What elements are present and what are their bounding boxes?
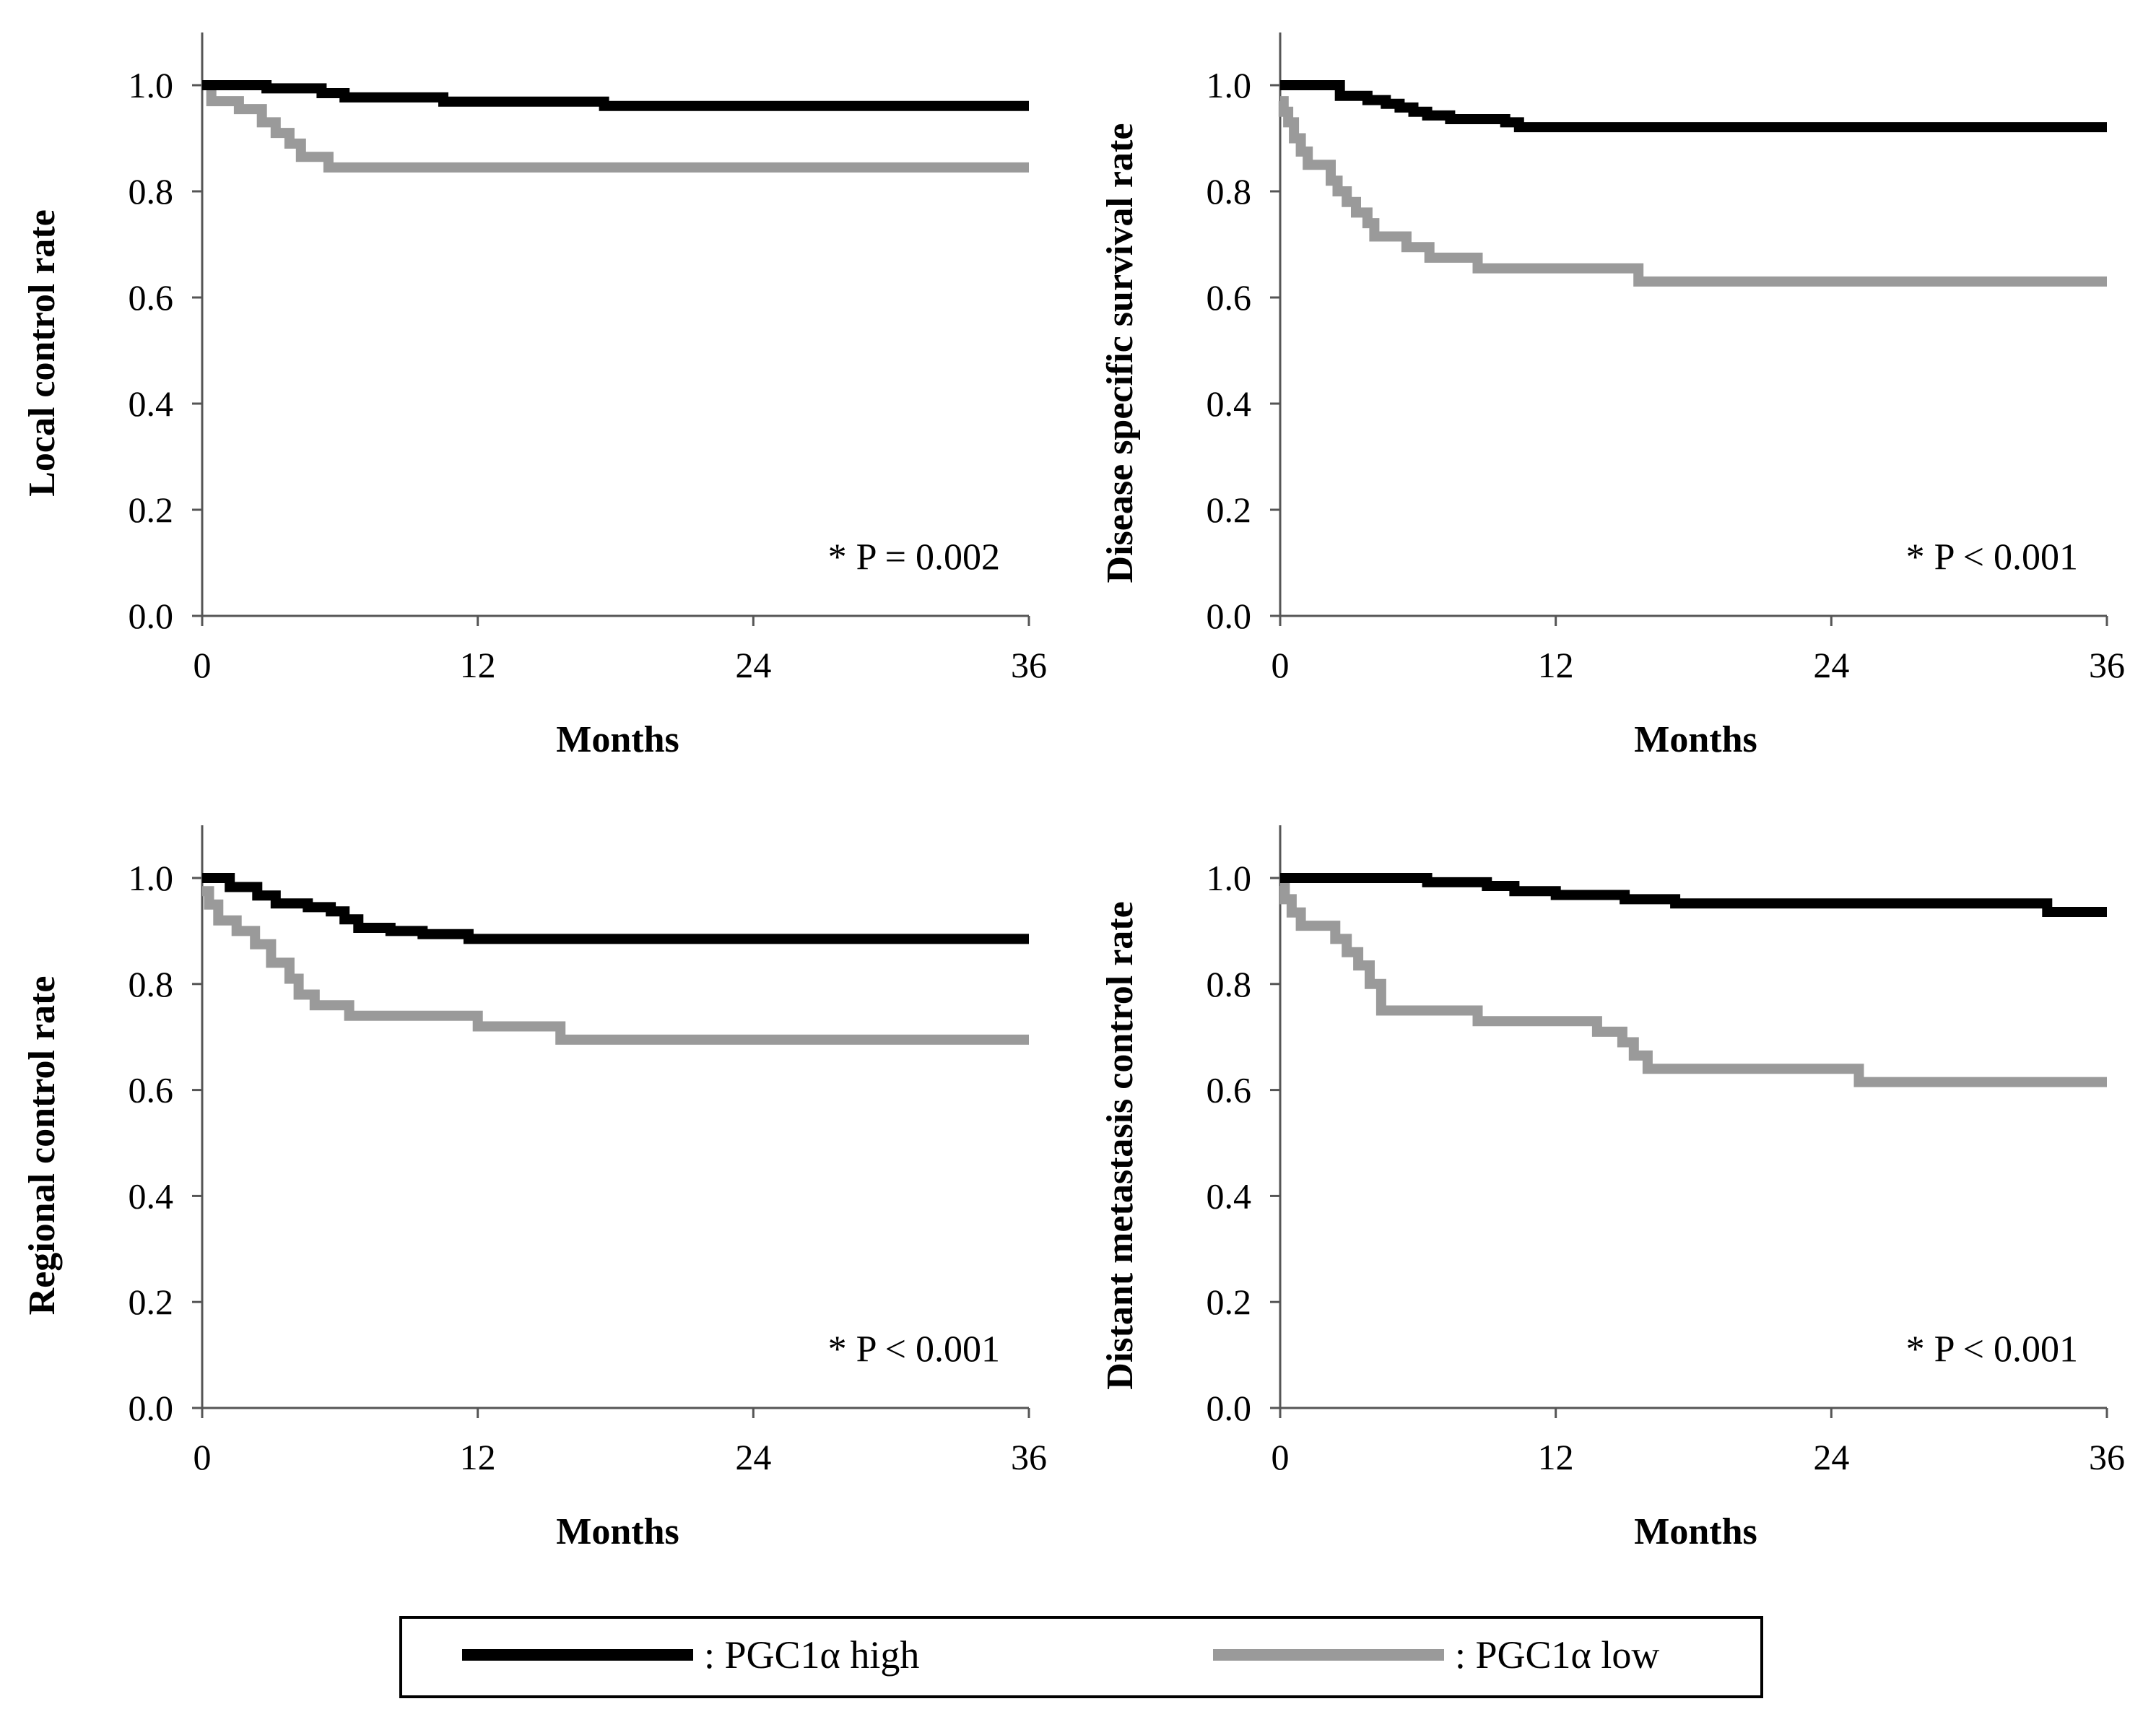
y-tick-label: 0.4 (129, 1175, 174, 1216)
series-line-low (1278, 96, 2107, 287)
y-tick-label: 0.8 (129, 964, 174, 1004)
p-value-annotation: * P < 0.001 (1906, 1329, 2078, 1370)
y-tick-label: 0.6 (129, 277, 174, 318)
y-tick-label: 1.0 (1207, 65, 1252, 105)
chart-panel-1: 0.0 0.2 0.4 0.6 0.8 1.0 0 12 24 36 Months Local con… (22, 32, 1047, 760)
y-tick-label: 0.6 (1207, 277, 1252, 318)
y-axis-title: Disease specific survival rate (1100, 123, 1141, 583)
series-line-low (202, 80, 1029, 173)
x-tick-label: 36 (2089, 1437, 2125, 1477)
y-tick-label: 0.6 (129, 1070, 174, 1110)
x-tick-label: 24 (735, 1437, 771, 1477)
series-line-low (1279, 881, 2107, 1087)
p-value-annotation: * P < 0.001 (1906, 536, 2078, 578)
series-line-low (202, 886, 1029, 1045)
y-tick-label: 0.4 (129, 383, 174, 424)
x-tick-label: 0 (194, 1437, 212, 1477)
p-value-annotation: * P < 0.001 (828, 1329, 1000, 1370)
x-tick-label: 12 (460, 1437, 496, 1477)
x-axis-title: Months (556, 719, 679, 760)
y-tick-label: 0.2 (1207, 490, 1252, 530)
p-value-annotation: * P = 0.002 (828, 536, 1000, 578)
legend: : PGC1α high : PGC1α low (399, 1616, 1763, 1698)
y-tick-label: 0.8 (129, 171, 174, 212)
x-axis-title: Months (1634, 1511, 1757, 1552)
series-line-high (202, 80, 1029, 111)
x-tick-label: 36 (2089, 645, 2125, 685)
x-tick-label: 24 (1813, 1437, 1849, 1477)
y-tick-label: 0.2 (129, 490, 174, 530)
y-tick-label: 0.2 (1207, 1282, 1252, 1322)
series-line-high (1280, 873, 2107, 917)
y-axis-title: Regional control rate (22, 976, 63, 1316)
x-tick-label: 12 (1538, 645, 1574, 685)
x-axis-title: Months (1634, 719, 1757, 760)
y-axis-title: Distant metastasis control rate (1100, 901, 1141, 1389)
y-tick-label: 0.6 (1207, 1070, 1252, 1110)
y-tick-label: 0.8 (1207, 964, 1252, 1004)
x-tick-label: 36 (1011, 1437, 1047, 1477)
chart-panels: 0.0 0.2 0.4 0.6 0.8 1.0 0 12 24 36 Months Local con… (22, 32, 2125, 1552)
series-line-high (202, 873, 1029, 944)
y-tick-label: 0.4 (1207, 383, 1252, 424)
y-axis-title: Local control rate (22, 209, 63, 497)
x-tick-label: 0 (194, 645, 212, 685)
x-axis-title: Months (556, 1511, 679, 1552)
chart-panel-2: 0.0 0.2 0.4 0.6 0.8 1.0 0 12 24 36 Months Disease s… (1100, 32, 2125, 760)
legend-label-low: : PGC1α low (1455, 1633, 1659, 1677)
y-tick-label: 0.0 (129, 1388, 174, 1428)
x-tick-label: 0 (1272, 1437, 1290, 1477)
y-tick-label: 0.2 (129, 1282, 174, 1322)
legend-box (399, 1616, 1763, 1698)
x-tick-label: 12 (460, 645, 496, 685)
y-tick-label: 0.8 (1207, 171, 1252, 212)
x-tick-label: 12 (1538, 1437, 1574, 1477)
chart-panel-3: 0.0 0.2 0.4 0.6 0.8 1.0 0 12 24 36 Months Regional … (22, 825, 1047, 1552)
chart-panel-4: 0.0 0.2 0.4 0.6 0.8 1.0 0 12 24 36 Months Distant m… (1100, 825, 2125, 1552)
x-tick-label: 24 (1813, 645, 1849, 685)
x-tick-label: 36 (1011, 645, 1047, 685)
y-tick-label: 1.0 (1207, 858, 1252, 898)
y-tick-label: 1.0 (129, 65, 174, 105)
y-tick-label: 1.0 (129, 858, 174, 898)
series-line-high (1280, 80, 2107, 133)
legend-label-high: : PGC1α high (704, 1633, 919, 1677)
y-tick-label: 0.4 (1207, 1175, 1252, 1216)
x-tick-label: 24 (735, 645, 771, 685)
y-tick-label: 0.0 (1207, 1388, 1252, 1428)
x-tick-label: 0 (1272, 645, 1290, 685)
y-tick-label: 0.0 (1207, 596, 1252, 636)
y-tick-label: 0.0 (129, 596, 174, 636)
